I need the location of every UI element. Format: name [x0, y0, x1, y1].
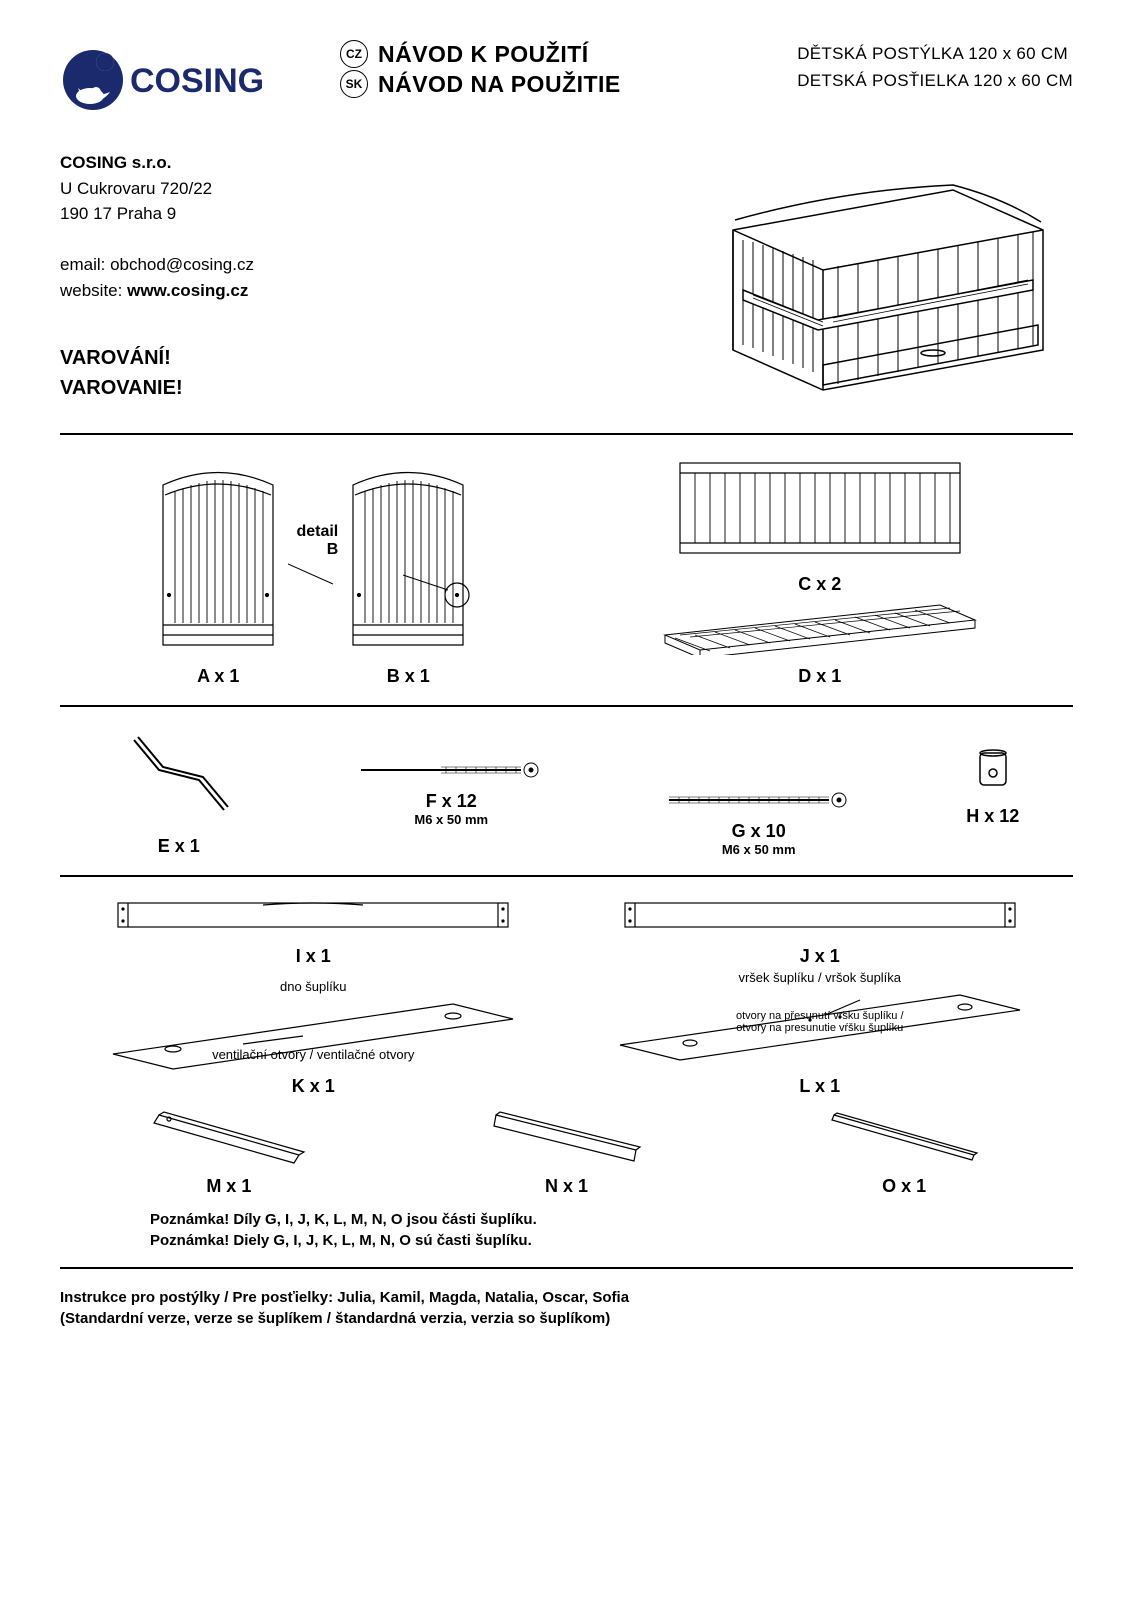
prod-cz: DĚTSKÁ POSTÝLKA 120 x 60 CM [797, 40, 1073, 67]
part-O: O x 1 [824, 1105, 984, 1197]
separator [60, 433, 1073, 435]
separator [60, 875, 1073, 877]
company-email: email: obchod@cosing.cz [60, 252, 254, 278]
separator [60, 1267, 1073, 1269]
part-L-desc: vršek šuplíku / vršok šuplíka [610, 970, 1030, 985]
part-E-label: E x 1 [114, 836, 244, 857]
part-G-sub: M6 x 50 mm [659, 842, 859, 857]
part-J-label: J x 1 [620, 946, 1020, 967]
warn-cz: VAROVÁNÍ! [60, 343, 254, 373]
company-web-prefix: website: [60, 281, 127, 300]
part-M-label: M x 1 [149, 1176, 309, 1197]
part-B: B x 1 [343, 455, 473, 687]
warning-block: VAROVÁNÍ! VAROVANIE! [60, 343, 254, 403]
footer: Instrukce pro postýlky / Pre posťielky: … [60, 1287, 1073, 1329]
part-L: vršek šuplíku / vršok šuplíka otvory na … [610, 970, 1030, 1097]
part-A: A x 1 [153, 455, 283, 687]
company-addr2: 190 17 Praha 9 [60, 201, 254, 227]
part-G: G x 10 M6 x 50 mm [659, 790, 859, 857]
lang-sk-icon: SK [340, 70, 368, 98]
part-H: H x 12 [966, 745, 1019, 827]
footer1: Instrukce pro postýlky / Pre posťielky: … [60, 1287, 1073, 1308]
footer2: (Standardní verze, verze se šuplíkem / š… [60, 1308, 1073, 1329]
prod-sk: DETSKÁ POSŤIELKA 120 x 60 CM [797, 67, 1073, 94]
title-cz: NÁVOD K POUŽITÍ [378, 41, 589, 68]
part-FG: F x 12 M6 x 50 mm [351, 760, 551, 827]
part-J: J x 1 [620, 895, 1020, 967]
company-addr1: U Cukrovaru 720/22 [60, 176, 254, 202]
part-E: E x 1 [114, 725, 244, 857]
part-O-label: O x 1 [824, 1176, 984, 1197]
part-F-label: F x 12 [351, 791, 551, 812]
part-B-label: B x 1 [343, 666, 473, 687]
part-K-label: K x 1 [103, 1076, 523, 1097]
part-N-label: N x 1 [486, 1176, 646, 1197]
company-web: www.cosing.cz [127, 281, 248, 300]
part-N: N x 1 [486, 1105, 646, 1197]
note-sk: Poznámka! Diely G, I, J, K, L, M, N, O s… [150, 1232, 1073, 1249]
part-K-desc: dno šuplíku [103, 979, 523, 994]
note-cz: Poznámka! Díly G, I, J, K, L, M, N, O js… [150, 1211, 1073, 1228]
detail-text2: B [288, 541, 338, 559]
part-F-sub: M6 x 50 mm [351, 812, 551, 827]
part-G-label: G x 10 [659, 821, 859, 842]
company-name: COSING s.r.o. [60, 150, 254, 176]
warn-sk: VAROVANIE! [60, 373, 254, 403]
part-D-label: D x 1 [660, 666, 980, 687]
separator [60, 705, 1073, 707]
company-info: COSING s.r.o. U Cukrovaru 720/22 190 17 … [60, 150, 254, 415]
title-sk: NÁVOD NA POUŽITIE [378, 71, 621, 98]
brand-text: COSING [130, 62, 264, 100]
title-block: CZ NÁVOD K POUŽITÍ SK NÁVOD NA POUŽITIE [340, 40, 767, 100]
part-K: dno šuplíku ventilační otvory / ventilač… [103, 979, 523, 1097]
part-H-label: H x 12 [966, 806, 1019, 827]
part-I-label: I x 1 [113, 946, 513, 967]
detail-text: detail [288, 523, 338, 541]
lang-cz-icon: CZ [340, 40, 368, 68]
part-CD: C x 2 D x 1 [660, 453, 980, 687]
part-L-label: L x 1 [610, 1076, 1030, 1097]
part-I: I x 1 [113, 895, 513, 967]
part-M: M x 1 [149, 1105, 309, 1197]
brand-logo: COSING [60, 40, 290, 120]
part-A-label: A x 1 [153, 666, 283, 687]
crib-illustration [693, 150, 1073, 415]
part-C-label: C x 2 [660, 574, 980, 595]
product-block: DĚTSKÁ POSTÝLKA 120 x 60 CM DETSKÁ POSŤI… [797, 40, 1073, 94]
